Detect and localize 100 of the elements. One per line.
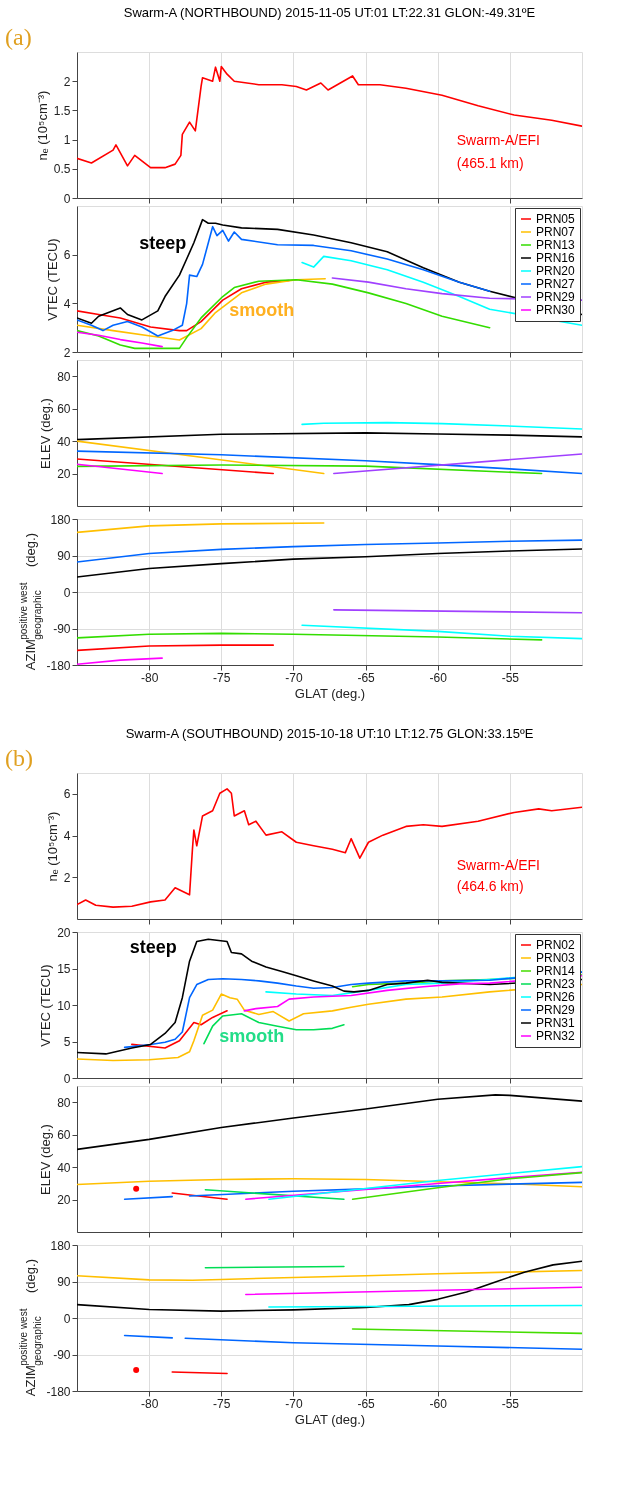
text: AZIMpositive westgeographic (deg.) — [18, 533, 43, 671]
line-series — [77, 432, 582, 441]
legend-label: PRN02 — [536, 938, 576, 952]
line-series — [77, 632, 543, 641]
text: (a) — [5, 24, 32, 50]
y-axis-title: ELEV (deg.) — [38, 398, 54, 469]
annotation: Swarm-A/EFI — [456, 857, 540, 874]
y-tick-label: 1.5 — [53, 103, 71, 118]
annotation: smooth — [229, 300, 295, 321]
line-series — [77, 1177, 582, 1188]
y-tick-label: 60 — [57, 402, 71, 417]
x-tick-label: -55 — [501, 670, 520, 685]
y-tick-label: 2 — [63, 345, 71, 360]
x-tick-label: -80 — [140, 670, 159, 685]
y-tick-label: 15 — [57, 962, 71, 976]
x-tick-label: -80 — [140, 1396, 159, 1411]
y-tick-label: 5 — [63, 1035, 71, 1049]
legend-label: PRN07 — [536, 225, 576, 239]
line-series — [77, 548, 582, 578]
line-series — [77, 450, 582, 475]
line-series — [268, 1165, 582, 1201]
x-axis-title: GLAT (deg.) — [294, 685, 366, 701]
text: (b) — [5, 745, 33, 771]
y-axis-title: nₑ (10⁵cm⁻³) — [34, 90, 50, 161]
line-series — [77, 278, 491, 350]
legend-label: PRN14 — [536, 964, 576, 978]
y-tick-label: 180 — [50, 512, 71, 527]
line-series — [77, 65, 582, 169]
legend-label: PRN29 — [536, 290, 576, 304]
line-series — [77, 225, 491, 337]
y-axis-title: VTEC (TECU) — [44, 238, 60, 321]
y-tick-label: 60 — [57, 1128, 71, 1143]
line-series — [77, 539, 582, 563]
y-tick-label: 4 — [63, 829, 71, 844]
line-series — [77, 522, 325, 534]
y-tick-label: 20 — [57, 925, 71, 940]
y-tick-label: 90 — [57, 1275, 71, 1289]
line-series — [77, 464, 543, 475]
line-series — [351, 1171, 582, 1201]
y-axis-title: nₑ (10⁵cm⁻³) — [44, 811, 60, 882]
x-tick-label: -70 — [285, 1396, 303, 1411]
y-tick-label: 90 — [57, 549, 71, 563]
line-series — [77, 1269, 582, 1282]
y-tick-label: 0 — [63, 1311, 71, 1326]
line-series — [77, 1260, 582, 1312]
y-tick-label: 6 — [63, 787, 71, 802]
legend-label: PRN16 — [536, 251, 576, 265]
y-tick-label: 180 — [50, 1238, 71, 1253]
legend-label: PRN05 — [536, 212, 576, 226]
y-tick-label: 0 — [63, 191, 71, 206]
y-tick-label: 0 — [63, 1071, 71, 1086]
legend-label: PRN20 — [536, 264, 576, 278]
line-series — [203, 1012, 345, 1045]
y-tick-label: 40 — [57, 434, 71, 449]
y-tick-label: 2 — [63, 870, 71, 885]
x-tick-label: -55 — [501, 1396, 520, 1411]
chart-title: Swarm-A (NORTHBOUND) 2015-11-05 UT:01 LT:22.31 GLON:-49.31ºE — [123, 5, 536, 20]
y-tick-label: 20 — [57, 1193, 71, 1208]
y-tick-label: 4 — [63, 296, 71, 311]
annotation: (464.6 km) — [456, 877, 524, 894]
x-axis-title: GLAT (deg.) — [294, 1411, 366, 1427]
annotation: Swarm-A/EFI — [456, 132, 540, 149]
y-tick-label: 10 — [57, 998, 71, 1013]
line-series — [77, 1094, 582, 1151]
line-series — [77, 788, 582, 908]
y-tick-label: 0.5 — [53, 162, 71, 177]
y-tick-label: -180 — [46, 658, 71, 673]
legend-label: PRN13 — [536, 238, 576, 252]
legend-label: PRN23 — [536, 977, 576, 991]
legend-label: PRN26 — [536, 990, 576, 1004]
y-tick-label: 0 — [63, 585, 71, 600]
legend-label: PRN32 — [536, 1029, 576, 1043]
y-axis-title: VTEC (TECU) — [38, 964, 54, 1047]
x-tick-label: -60 — [429, 670, 448, 685]
line-series — [301, 421, 582, 430]
annotation: (465.1 km) — [456, 155, 524, 172]
y-tick-label: 2 — [63, 74, 71, 89]
legend-label: PRN03 — [536, 951, 576, 965]
text: AZIMpositive westgeographic (deg.) — [18, 1259, 43, 1397]
y-tick-label: -90 — [53, 1348, 71, 1362]
y-tick-label: -180 — [46, 1384, 71, 1399]
chart-title: Swarm-A (SOUTHBOUND) 2015-10-18 UT:10 LT:12.75 GLON:33.15ºE — [125, 726, 534, 741]
annotation: steep — [139, 232, 187, 253]
y-tick-label: 80 — [57, 1095, 71, 1110]
legend-label: PRN27 — [536, 277, 576, 291]
x-tick-label: -75 — [213, 670, 231, 685]
legend-label: PRN30 — [536, 303, 576, 317]
line-series — [77, 277, 326, 341]
annotation: smooth — [219, 1026, 285, 1047]
x-tick-label: -65 — [357, 1396, 376, 1411]
y-tick-label: 80 — [57, 369, 71, 384]
y-tick-label: 20 — [57, 467, 71, 482]
x-tick-label: -70 — [285, 670, 303, 685]
x-tick-label: -60 — [429, 1396, 448, 1411]
annotation: steep — [129, 937, 177, 958]
line-series — [77, 331, 163, 348]
y-tick-label: 1 — [63, 133, 71, 148]
line-series — [301, 624, 582, 640]
y-tick-label: 40 — [57, 1160, 71, 1175]
x-tick-label: -65 — [357, 670, 376, 685]
